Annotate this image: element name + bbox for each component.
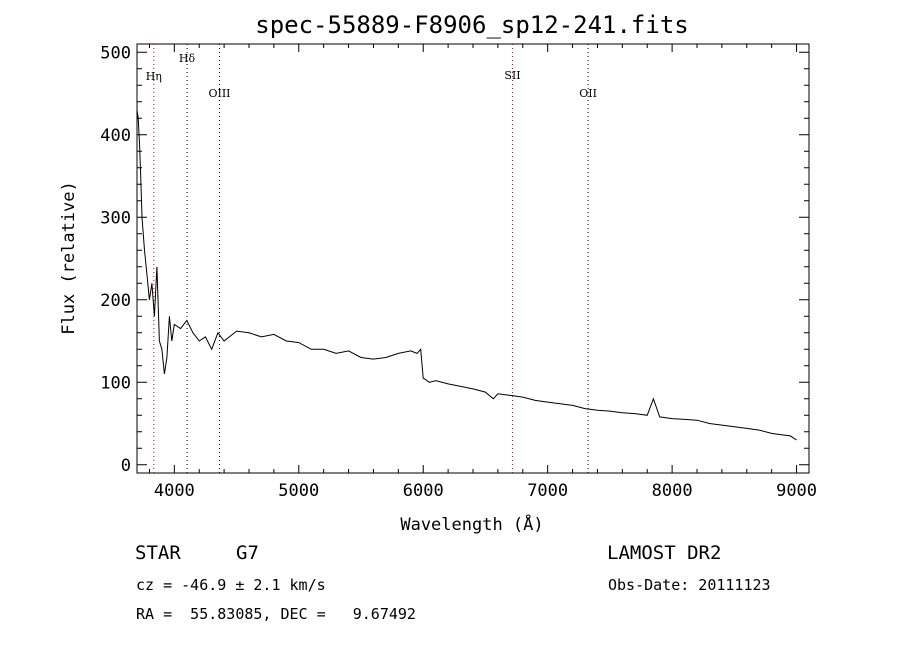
survey-name: LAMOST DR2	[607, 542, 722, 564]
spectral-line-label: OIII	[208, 87, 230, 100]
y-tick-label-0: 0	[121, 456, 131, 476]
spectral-line-label: SII	[504, 69, 520, 82]
y-tick-label-400: 400	[100, 126, 131, 146]
y-tick-label-500: 500	[100, 43, 131, 63]
x-tick-label-4000: 4000	[154, 481, 195, 501]
spectral-line-label: OII	[579, 87, 597, 100]
x-tick-label-8000: 8000	[652, 481, 693, 501]
y-tick-label-300: 300	[100, 208, 131, 228]
y-axis-label: Flux (relative)	[59, 181, 79, 335]
observation-date: Obs-Date: 20111123	[608, 576, 771, 594]
axis-ticks	[137, 44, 809, 473]
ra-dec-coordinates: RA = 55.83085, DEC = 9.67492	[136, 605, 416, 623]
y-tick-label-100: 100	[100, 373, 131, 393]
x-axis-label: Wavelength (Å)	[400, 513, 543, 535]
x-tick-label-5000: 5000	[278, 481, 319, 501]
y-tick-label-200: 200	[100, 291, 131, 311]
spectral-line-label: Hδ	[179, 52, 196, 65]
object-subclass: G7	[236, 542, 259, 564]
plot-frame	[136, 43, 810, 474]
tick-labels: 4000 5000 6000 7000 8000 9000 0 100 200 300 400 500	[100, 43, 817, 501]
object-class: STAR	[135, 542, 181, 564]
chart-title: spec-55889-F8906_sp12-241.fits	[255, 11, 688, 39]
x-tick-label-7000: 7000	[527, 481, 568, 501]
x-tick-label-6000: 6000	[403, 481, 444, 501]
x-tick-label-9000: 9000	[776, 481, 817, 501]
redshift-cz: cz = -46.9 ± 2.1 km/s	[136, 576, 326, 594]
spectral-line-markers: Hη Hδ OIII SII OII	[146, 44, 597, 473]
spectral-line-label: Hη	[146, 70, 162, 83]
spectrum-series-line	[136, 109, 797, 441]
